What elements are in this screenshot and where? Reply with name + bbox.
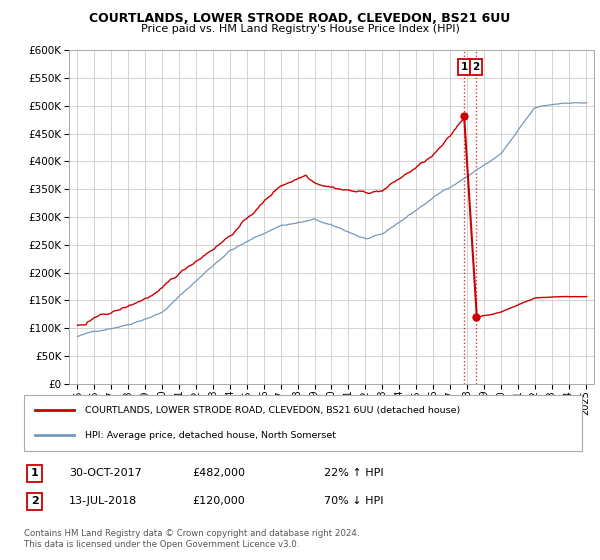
Text: Price paid vs. HM Land Registry's House Price Index (HPI): Price paid vs. HM Land Registry's House … <box>140 24 460 34</box>
Text: COURTLANDS, LOWER STRODE ROAD, CLEVEDON, BS21 6UU: COURTLANDS, LOWER STRODE ROAD, CLEVEDON,… <box>89 12 511 25</box>
Text: 1: 1 <box>31 468 38 478</box>
Text: COURTLANDS, LOWER STRODE ROAD, CLEVEDON, BS21 6UU (detached house): COURTLANDS, LOWER STRODE ROAD, CLEVEDON,… <box>85 406 461 415</box>
Text: 70% ↓ HPI: 70% ↓ HPI <box>324 496 383 506</box>
Text: 13-JUL-2018: 13-JUL-2018 <box>69 496 137 506</box>
Text: Contains HM Land Registry data © Crown copyright and database right 2024.
This d: Contains HM Land Registry data © Crown c… <box>24 529 359 549</box>
FancyBboxPatch shape <box>24 395 582 451</box>
Text: 2: 2 <box>473 62 480 72</box>
Text: £482,000: £482,000 <box>192 468 245 478</box>
Text: 2: 2 <box>31 496 38 506</box>
Text: £120,000: £120,000 <box>192 496 245 506</box>
Text: 22% ↑ HPI: 22% ↑ HPI <box>324 468 383 478</box>
Text: 1: 1 <box>460 62 468 72</box>
Text: HPI: Average price, detached house, North Somerset: HPI: Average price, detached house, Nort… <box>85 431 337 440</box>
Text: 30-OCT-2017: 30-OCT-2017 <box>69 468 142 478</box>
